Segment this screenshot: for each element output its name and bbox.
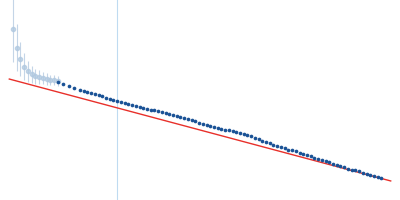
Point: [319, 158, 325, 162]
Point: [274, 144, 280, 147]
Point: [84, 91, 91, 94]
Point: [367, 174, 374, 177]
Point: [188, 118, 195, 122]
Point: [252, 136, 258, 140]
Point: [211, 125, 217, 128]
Point: [229, 130, 236, 133]
Point: [129, 103, 135, 106]
Point: [222, 128, 228, 131]
Point: [162, 112, 169, 115]
Point: [237, 132, 243, 135]
Point: [378, 176, 384, 180]
Point: [300, 153, 306, 156]
Point: [96, 94, 102, 97]
Point: [341, 165, 347, 168]
Point: [159, 111, 165, 114]
Point: [285, 148, 292, 151]
Point: [177, 116, 184, 119]
Point: [148, 108, 154, 111]
Point: [345, 167, 351, 170]
Point: [122, 101, 128, 104]
Point: [71, 86, 78, 89]
Point: [118, 100, 124, 104]
Point: [266, 141, 273, 144]
Point: [60, 82, 66, 85]
Point: [371, 175, 377, 178]
Point: [140, 106, 146, 109]
Point: [136, 105, 143, 108]
Point: [203, 123, 210, 126]
Point: [278, 145, 284, 148]
Point: [144, 107, 150, 110]
Point: [155, 110, 161, 113]
Point: [133, 104, 139, 107]
Point: [311, 156, 318, 160]
Point: [207, 124, 214, 127]
Point: [103, 96, 109, 100]
Point: [356, 170, 362, 173]
Point: [270, 143, 277, 146]
Point: [185, 117, 191, 121]
Point: [263, 140, 269, 144]
Point: [360, 172, 366, 175]
Point: [200, 122, 206, 125]
Point: [99, 95, 106, 98]
Point: [166, 113, 172, 116]
Point: [330, 162, 336, 165]
Point: [88, 92, 94, 95]
Point: [293, 150, 299, 153]
Point: [374, 176, 381, 179]
Point: [151, 109, 158, 112]
Point: [352, 169, 358, 172]
Point: [77, 88, 83, 91]
Point: [114, 99, 120, 103]
Point: [337, 164, 344, 167]
Point: [248, 135, 254, 138]
Point: [125, 102, 132, 105]
Point: [304, 154, 310, 157]
Point: [296, 152, 303, 155]
Point: [244, 134, 251, 137]
Point: [226, 129, 232, 132]
Point: [334, 163, 340, 166]
Point: [80, 90, 87, 93]
Point: [363, 173, 370, 176]
Point: [174, 115, 180, 118]
Point: [54, 80, 61, 84]
Point: [170, 114, 176, 117]
Point: [315, 157, 321, 161]
Point: [322, 159, 329, 163]
Point: [289, 149, 295, 152]
Point: [110, 98, 117, 102]
Point: [282, 146, 288, 149]
Point: [256, 137, 262, 141]
Point: [308, 155, 314, 158]
Point: [106, 97, 113, 101]
Point: [192, 119, 198, 123]
Point: [66, 84, 72, 87]
Point: [348, 168, 355, 171]
Point: [259, 139, 266, 143]
Point: [92, 93, 98, 96]
Point: [233, 131, 240, 134]
Point: [326, 160, 332, 164]
Point: [218, 127, 224, 130]
Point: [196, 121, 202, 124]
Point: [214, 126, 221, 129]
Point: [240, 133, 247, 136]
Point: [181, 116, 187, 120]
